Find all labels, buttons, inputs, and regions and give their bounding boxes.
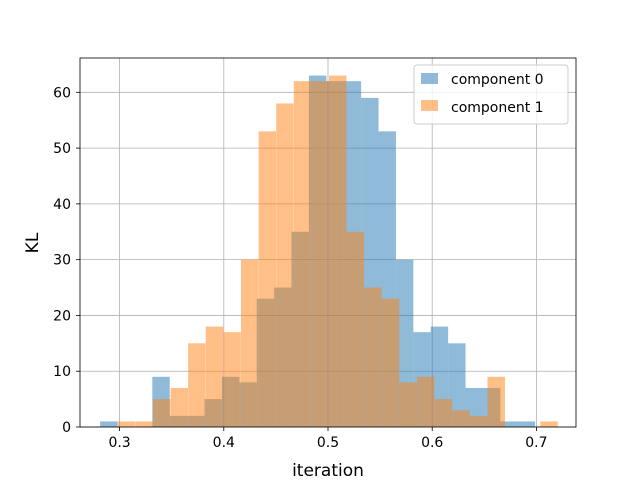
x-tick-label: 0.7 bbox=[525, 435, 547, 451]
histogram-bar-component-1 bbox=[223, 332, 241, 427]
histogram-bar-component-1 bbox=[117, 421, 136, 427]
histogram-bar-component-1 bbox=[452, 410, 470, 427]
histogram-bar-component-1 bbox=[540, 421, 558, 427]
legend-label-component-0: component 0 bbox=[451, 72, 544, 88]
histogram-bar-component-1 bbox=[381, 298, 400, 427]
histogram-bar-component-1 bbox=[135, 421, 153, 427]
histogram-bar-component-1 bbox=[434, 399, 453, 427]
histogram-bar-component-1 bbox=[346, 231, 365, 427]
histogram-bar-component-1 bbox=[170, 387, 188, 427]
histogram-bar-component-1 bbox=[469, 415, 488, 427]
ticks-layer: 0.3 0.4 0.5 0.6 0.7 0 10 20 30 40 50 60 bbox=[53, 85, 547, 451]
y-tick-label: 50 bbox=[53, 141, 71, 157]
x-tick-label: 0.5 bbox=[317, 435, 339, 451]
histogram-bar-component-1 bbox=[188, 343, 206, 427]
legend-frame bbox=[413, 64, 569, 125]
x-axis-label: iteration bbox=[292, 461, 364, 480]
y-tick-label: 40 bbox=[53, 197, 71, 213]
legend-label-component-1: component 1 bbox=[451, 100, 544, 116]
histogram-bar-component-1 bbox=[152, 399, 171, 427]
histogram-bar-component-0 bbox=[100, 421, 118, 427]
histogram-bar-component-1 bbox=[293, 81, 312, 427]
histogram-bar-component-1 bbox=[205, 326, 224, 427]
histogram-bar-component-1 bbox=[399, 382, 417, 427]
y-axis-label: KL bbox=[23, 232, 43, 253]
y-tick-label: 30 bbox=[53, 253, 71, 269]
bars-layer bbox=[100, 75, 558, 428]
histogram-bar-component-1 bbox=[364, 287, 382, 427]
legend-swatch-component-1 bbox=[421, 100, 438, 111]
legend: component 0 component 1 bbox=[413, 64, 569, 125]
x-tick-label: 0.6 bbox=[421, 435, 443, 451]
histogram-bar-component-0 bbox=[500, 421, 518, 427]
histogram-bar-component-1 bbox=[417, 376, 435, 427]
histogram-bar-component-1 bbox=[258, 131, 277, 427]
histogram-bar-component-1 bbox=[487, 376, 505, 427]
y-tick-label: 20 bbox=[53, 308, 71, 324]
x-tick-label: 0.4 bbox=[213, 435, 235, 451]
y-tick-label: 60 bbox=[53, 85, 71, 101]
legend-swatch-component-0 bbox=[421, 73, 438, 84]
histogram-bar-component-1 bbox=[276, 103, 294, 427]
histogram-bar-component-0 bbox=[448, 343, 466, 427]
histogram-bar-component-1 bbox=[329, 75, 347, 428]
y-tick-label: 0 bbox=[62, 420, 71, 436]
histogram-bar-component-0 bbox=[517, 421, 536, 427]
y-tick-label: 10 bbox=[53, 364, 71, 380]
x-tick-label: 0.3 bbox=[108, 435, 130, 451]
histogram-bar-component-1 bbox=[240, 259, 259, 427]
histogram-bar-component-1 bbox=[311, 81, 329, 427]
